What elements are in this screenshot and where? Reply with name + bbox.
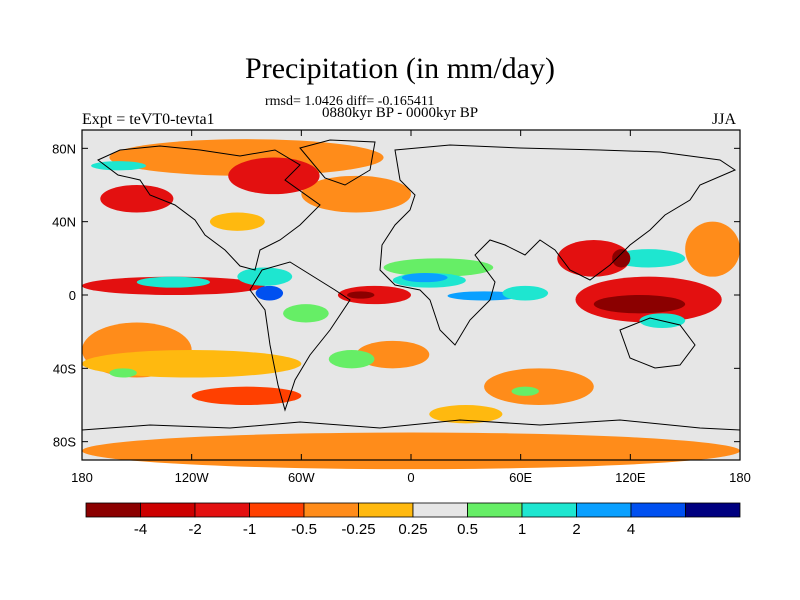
lon-tick-label: 60W (288, 470, 315, 485)
anomaly-region-south-pacific-green (109, 368, 137, 378)
colorbar-box (521, 502, 577, 518)
anomaly-region-canada-red (228, 157, 320, 195)
anomaly-region-south-asia-red (557, 240, 631, 277)
colorbar-box (685, 502, 741, 518)
colorbar-labels: -4 -2 -1 -0.5 -0.25 0.25 0.5 1 2 4 (134, 521, 635, 538)
anomaly-region-amazon-cyan (237, 267, 293, 286)
colorbar-box (630, 502, 686, 518)
coast-north-america (97, 145, 321, 271)
coast-south-america (249, 261, 351, 412)
coast-eurasia-africa (379, 144, 737, 346)
coastline-layer (81, 139, 741, 431)
colorbar-label: 0.25 (398, 521, 427, 538)
anomaly-region-north-pacific-red (100, 185, 174, 213)
lon-tick-label: 60E (509, 470, 532, 485)
anomaly-region-north-atlantic-orange (301, 175, 411, 213)
anomaly-region-sahel-green (383, 258, 494, 277)
anomaly-region-north-america-light-orange (209, 212, 265, 231)
lon-tick-label: 120W (175, 470, 210, 485)
coast-australia (619, 317, 696, 369)
anomaly-region-central-pacific-light-orange (82, 350, 302, 378)
colorbar-label: 4 (627, 521, 635, 538)
anomaly-region-west-pacific-orange (685, 221, 740, 277)
colorbar-box (576, 502, 632, 518)
colorbar-box (194, 502, 250, 518)
anomaly-region-south-atlantic-orange (356, 340, 430, 369)
colorbar-label: 0.5 (457, 521, 478, 538)
period-subtitle: 0880kyr BP - 0000kyr BP (322, 105, 479, 121)
anomaly-region-west-africa-blue (401, 273, 448, 283)
colorbar-label: -1 (243, 521, 256, 538)
colorbar-label: -0.25 (341, 521, 375, 538)
anomaly-region-amazon-blue (255, 285, 284, 301)
longitude-axis: 180 120W 60W 0 60E 120E 180 (71, 130, 751, 485)
colorbar-boxes (85, 502, 741, 518)
anomaly-region-south-atlantic-green (328, 350, 375, 369)
anomaly-region-atlantic-dark-red (347, 291, 375, 299)
colorbar-label: -2 (188, 521, 201, 538)
colorbar-label: 1 (518, 521, 526, 538)
anomaly-region-east-africa-cyan (502, 285, 549, 301)
lon-tick-label: 180 (71, 470, 93, 485)
anomaly-region-south-america-green (283, 304, 329, 323)
lat-tick-label: 40S (53, 361, 76, 376)
stats-subtitle: rmsd= 1.0426 diff= -0.165411 (265, 94, 435, 109)
anomaly-region-maritime-cyan (612, 249, 686, 268)
anomaly-region-indonesia-dark-red (593, 295, 686, 314)
plot-title: Precipitation (in mm/day) (245, 52, 555, 85)
lat-tick-label: 40N (52, 215, 76, 230)
anomaly-region-east-asia-dark-red (612, 249, 631, 268)
colorbar-box (85, 502, 141, 518)
colorbar-box (140, 502, 196, 518)
latitude-axis: 80N 40N 0 40S 80S (52, 141, 740, 450)
anomaly-region-south-ocean-red (191, 386, 302, 406)
coast-antarctica (81, 419, 741, 431)
lat-tick-label: 80S (53, 435, 76, 450)
colorbar-box (249, 502, 305, 518)
colorbar-box (412, 502, 468, 518)
lon-tick-label: 180 (729, 470, 751, 485)
colorbar-box (358, 502, 414, 518)
anomaly-region-indian-ocean-orange (484, 368, 594, 405)
season-label: JJA (712, 111, 737, 128)
experiment-label: Expt = teVT0-tevta1 (82, 111, 215, 128)
colorbar-label: 2 (572, 521, 580, 538)
anomaly-region-arctic-cyan (91, 161, 146, 171)
anomaly-region-atlantic-itcz-red (337, 285, 412, 305)
colorbar-label: -0.5 (291, 521, 317, 538)
lat-tick-label: 0 (69, 288, 76, 303)
lat-tick-label: 80N (52, 141, 76, 156)
colorbar-box (467, 502, 523, 518)
lon-tick-label: 0 (407, 470, 414, 485)
anomaly-region-sub-antarctic-light-orange (429, 405, 503, 424)
colorbar-label: -4 (134, 521, 147, 538)
anomaly-region-equatorial-atlantic-blue (447, 291, 521, 301)
colorbar-box (303, 502, 359, 518)
anomaly-region-southern-ocean-green (511, 386, 539, 396)
anomaly-region-mid-pacific-cyan (136, 276, 210, 288)
lon-tick-label: 120E (615, 470, 646, 485)
coast-greenland (299, 139, 376, 186)
